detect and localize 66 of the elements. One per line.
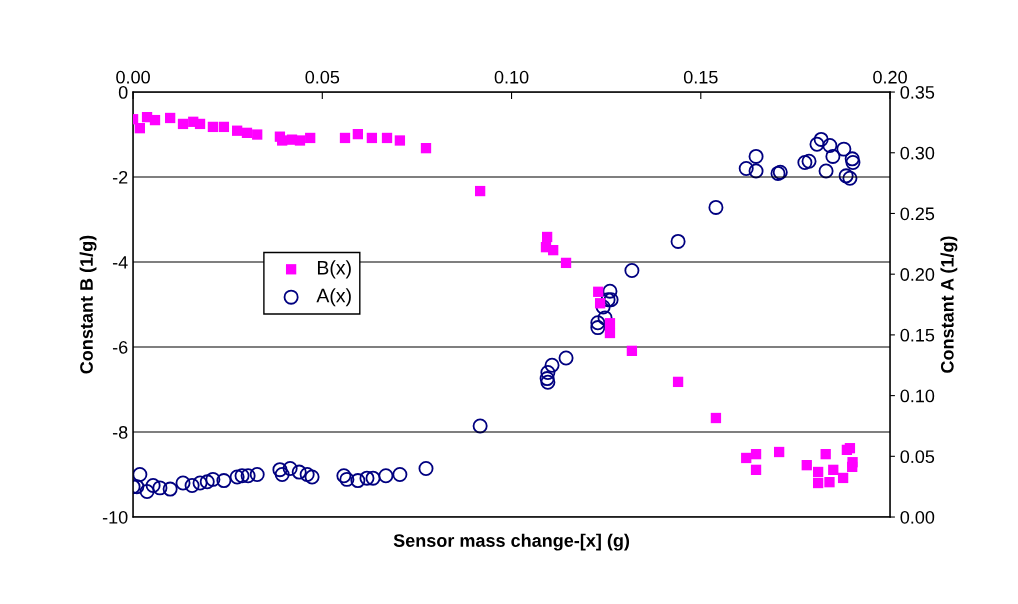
point xyxy=(474,185,486,197)
point xyxy=(750,464,762,475)
point xyxy=(710,412,722,424)
point xyxy=(750,448,762,460)
point xyxy=(837,472,849,484)
y-axis-title: Constant B (1/g) xyxy=(79,235,97,374)
point xyxy=(820,448,831,460)
point xyxy=(177,118,189,130)
point xyxy=(381,132,393,144)
y-tick-label: -10 xyxy=(102,510,128,524)
point xyxy=(305,132,316,144)
y-tick-label: 0 xyxy=(118,85,128,99)
point xyxy=(420,143,432,154)
point xyxy=(741,452,752,464)
y-tick-label: -6 xyxy=(112,340,128,354)
point xyxy=(593,286,604,297)
y-tick-label: -2 xyxy=(112,170,128,184)
x-tick-label: 0.00 xyxy=(116,70,150,84)
y2-tick-label: 0.00 xyxy=(900,510,935,524)
point xyxy=(277,135,288,146)
point xyxy=(194,118,206,130)
point xyxy=(352,128,364,140)
y2-tick-label: 0.10 xyxy=(900,389,935,403)
point xyxy=(626,345,638,357)
point xyxy=(241,127,253,138)
y2-tick-label: 0.20 xyxy=(900,268,935,281)
x-tick-label: 0.20 xyxy=(873,70,907,84)
point xyxy=(812,466,824,478)
legend-label: A(x) xyxy=(316,288,351,307)
point xyxy=(672,376,684,388)
point xyxy=(252,129,263,140)
point xyxy=(828,464,839,475)
point xyxy=(207,121,219,133)
point xyxy=(604,327,616,339)
y-tick-label: -8 xyxy=(112,425,128,439)
y2-tick-label: 0.15 xyxy=(900,328,935,342)
x-tick-label: 0.05 xyxy=(305,70,340,84)
point xyxy=(594,298,606,309)
point xyxy=(294,135,306,146)
point xyxy=(773,446,785,458)
y-tick-label: -4 xyxy=(112,256,128,269)
x-tick-label: 0.15 xyxy=(683,70,718,84)
point xyxy=(164,112,176,124)
y2-tick-label: 0.30 xyxy=(900,146,935,160)
x-axis-title: Sensor mass change-[x] (g) xyxy=(393,533,630,551)
point xyxy=(560,257,572,269)
point xyxy=(548,244,559,256)
point xyxy=(134,123,146,134)
y2-tick-label: 0.05 xyxy=(900,450,935,464)
y2-axis-title: Constant A (1/g) xyxy=(940,236,958,373)
legend-label: B(x) xyxy=(317,260,351,279)
point xyxy=(801,460,812,471)
point xyxy=(812,477,824,489)
point xyxy=(218,121,230,133)
x-tick-label: 0.10 xyxy=(494,70,529,84)
point xyxy=(339,132,351,144)
point xyxy=(231,125,243,136)
point xyxy=(604,318,616,329)
point xyxy=(541,231,553,243)
y2-tick-label: 0.25 xyxy=(900,207,935,221)
point xyxy=(824,477,835,488)
point xyxy=(366,132,378,144)
y2-tick-label: 0.35 xyxy=(900,85,935,99)
point xyxy=(847,457,858,468)
point xyxy=(149,114,161,126)
point xyxy=(394,135,406,146)
